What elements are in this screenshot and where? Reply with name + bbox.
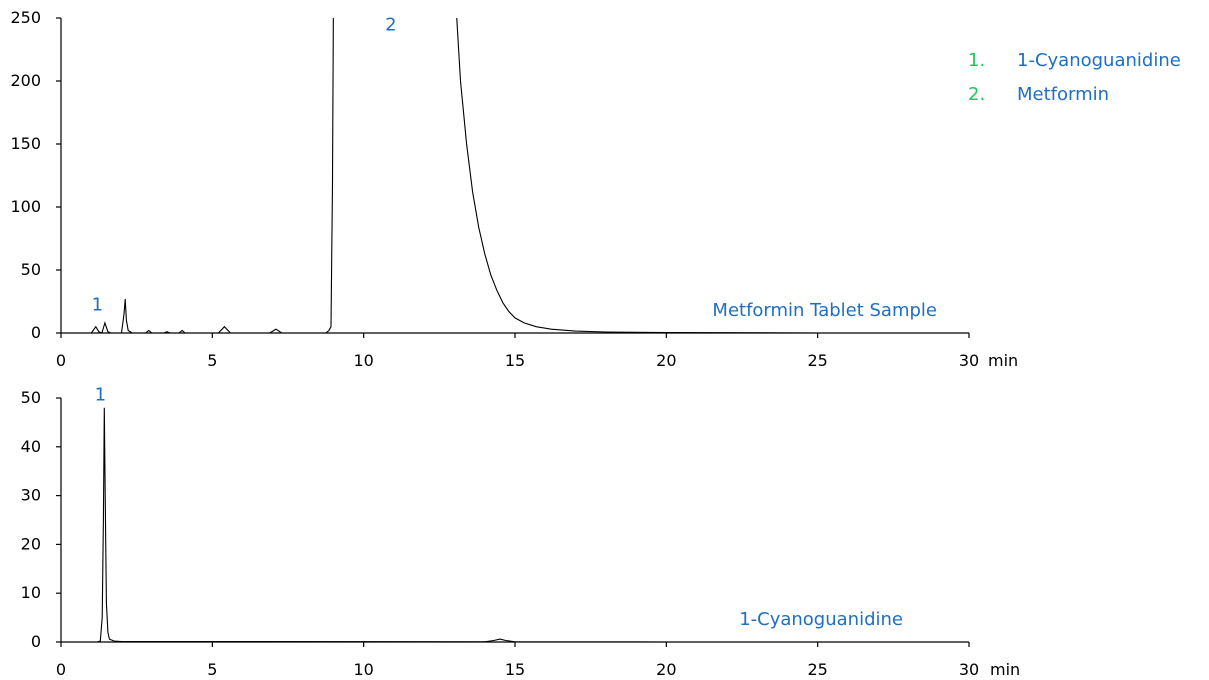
y-tick-label: 30 — [21, 486, 41, 505]
y-tick-label: 100 — [10, 197, 41, 216]
y-tick-label: 200 — [10, 71, 41, 90]
x-tick-label: 5 — [207, 351, 217, 370]
chart-panel-metformin-sample: Metformin Tablet Sample min 050100150200… — [10, 5, 1018, 370]
peak-label: 2 — [385, 15, 396, 36]
x-tick-label: 15 — [505, 660, 525, 679]
x-tick-label: 10 — [353, 351, 373, 370]
y-tick-label: 150 — [10, 134, 41, 153]
y-tick-label: 10 — [21, 583, 41, 602]
x-tick-label: 30 — [959, 660, 979, 679]
y-tick-label: 40 — [21, 437, 41, 456]
y-tick-label: 20 — [21, 534, 41, 553]
x-axis-unit: min — [988, 351, 1018, 370]
x-tick-label: 20 — [656, 660, 676, 679]
x-tick-label: 20 — [656, 351, 676, 370]
y-tick-label: 250 — [10, 8, 41, 27]
x-tick-label: 10 — [353, 660, 373, 679]
legend-name-1: 1-Cyanoguanidine — [1017, 50, 1181, 71]
chart-panel-cyanoguanidine-standard: 1-Cyanoguanidine min 0 10 20 30 40 50 0 5 10 15 20… — [21, 384, 1021, 679]
legend-number-1: 1. — [968, 50, 985, 71]
chromatogram-trace — [61, 408, 969, 642]
x-tick-label: 15 — [505, 351, 525, 370]
x-tick-label: 5 — [207, 660, 217, 679]
legend-name-2: Metformin — [1017, 84, 1109, 105]
y-tick-label: 50 — [21, 260, 41, 279]
x-tick-label: 30 — [959, 351, 979, 370]
x-tick-label: 25 — [807, 660, 827, 679]
legend-number-2: 2. — [968, 84, 985, 105]
legend: 1. 1-Cyanoguanidine 2. Metformin — [968, 50, 1181, 105]
x-tick-label: 0 — [56, 351, 66, 370]
x-axis-unit: min — [990, 660, 1020, 679]
chromatogram-trace — [61, 5, 969, 333]
peak-label: 1 — [95, 384, 106, 405]
y-tick-label: 50 — [21, 388, 41, 407]
y-tick-label: 0 — [31, 323, 41, 342]
x-tick-label: 25 — [807, 351, 827, 370]
trace-label: Metformin Tablet Sample — [712, 300, 937, 321]
x-tick-label: 0 — [56, 660, 66, 679]
y-tick-label: 0 — [31, 632, 41, 651]
peak-label: 1 — [92, 294, 103, 315]
trace-label: 1-Cyanoguanidine — [739, 609, 903, 630]
